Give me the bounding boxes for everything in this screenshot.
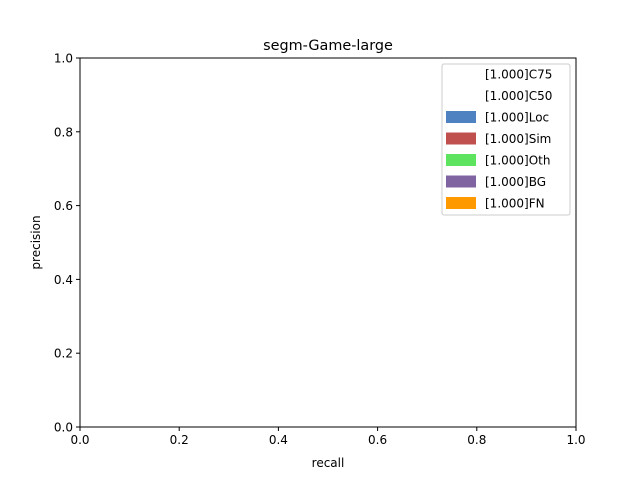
plot-frame [79,57,577,428]
x-tick-label: 0.0 [70,433,89,447]
y-axis-ticks: 0.0 0.2 0.4 0.6 0.8 1.0 [54,52,80,435]
legend-label: [1.000]Oth [485,154,550,168]
x-tick-label: 0.8 [467,433,486,447]
legend-swatch [446,197,476,209]
legend-label: [1.000]FN [485,197,545,211]
legend-swatch [446,175,476,188]
x-axis-label: recall [312,456,345,470]
legend-swatch [446,89,476,102]
legend-label: [1.000]BG [485,175,546,189]
y-tick-label: 0.0 [54,421,73,435]
y-tick-label: 1.0 [54,52,73,66]
legend: [1.000]C75 [1.000]C50 [1.000]Loc [1.000]Sim… [441,63,571,216]
y-tick-label: 0.6 [54,199,73,213]
x-tick-label: 0.4 [269,433,288,447]
legend-label: [1.000]C75 [485,68,552,82]
x-tick-label: 0.6 [368,433,387,447]
legend-label: [1.000]Sim [485,132,551,146]
y-tick-label: 0.2 [54,347,73,361]
legend-swatch [446,132,476,145]
legend-swatch [446,111,476,123]
y-tick-label: 0.8 [54,125,73,139]
x-tick-label: 0.2 [170,433,189,447]
y-tick-label: 0.4 [54,273,73,287]
legend-label: [1.000]Loc [485,111,549,125]
x-tick-label: 1.0 [566,433,585,447]
legend-label: [1.000]C50 [485,89,552,103]
chart-title: segm-Game-large [263,38,393,54]
x-axis-ticks: 0.0 0.2 0.4 0.6 0.8 1.0 [70,427,586,447]
y-axis-label: precision [29,215,43,269]
legend-swatch [446,154,476,166]
legend-swatch [446,68,476,80]
